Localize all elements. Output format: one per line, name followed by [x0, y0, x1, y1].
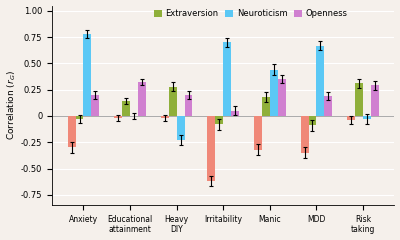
Bar [363, 116, 371, 119]
Legend: Extraversion, Neuroticism, Openness: Extraversion, Neuroticism, Openness [150, 6, 351, 21]
Bar [91, 95, 99, 116]
Bar [371, 85, 379, 116]
Bar [347, 116, 355, 120]
Bar [177, 116, 184, 140]
Bar [68, 116, 76, 148]
Bar [262, 97, 270, 116]
Bar [169, 86, 177, 116]
Bar [231, 111, 239, 116]
Bar [184, 95, 192, 116]
Bar [215, 116, 223, 124]
Bar [122, 101, 130, 116]
Bar [278, 79, 286, 116]
Bar [223, 42, 231, 116]
Bar [76, 116, 84, 119]
Bar [308, 116, 316, 126]
Bar [300, 116, 308, 153]
Bar [84, 34, 91, 116]
Bar [114, 116, 122, 118]
Bar [355, 83, 363, 116]
Bar [270, 70, 278, 116]
Bar [161, 116, 169, 118]
Bar [254, 116, 262, 150]
Bar [324, 96, 332, 116]
Bar [208, 116, 215, 181]
Bar [316, 46, 324, 116]
Bar [138, 82, 146, 116]
Y-axis label: Correlation ($r_G$): Correlation ($r_G$) [6, 71, 18, 140]
